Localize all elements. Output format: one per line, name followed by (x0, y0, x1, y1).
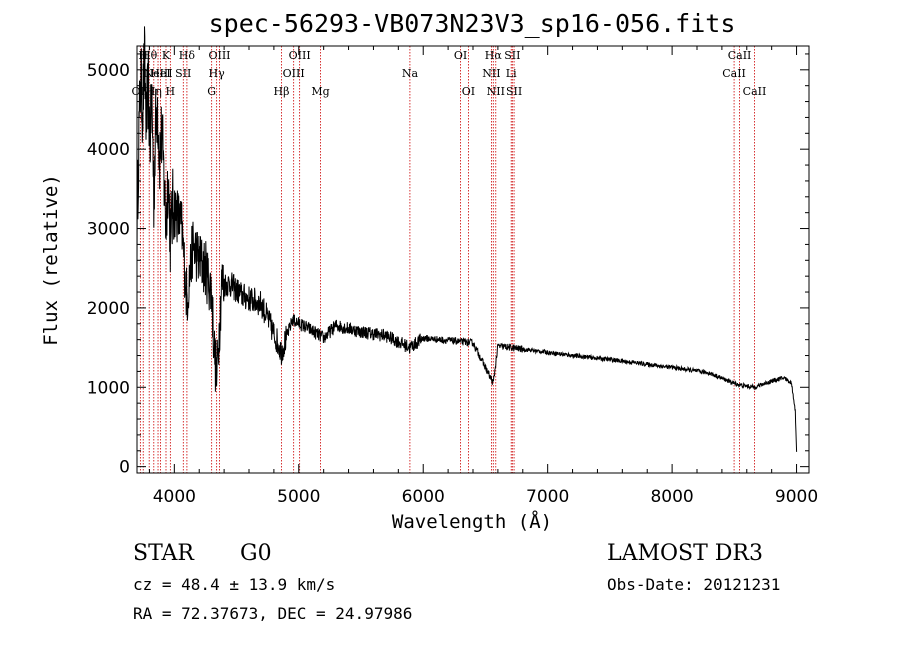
spectral-line-label: OI (462, 85, 475, 98)
spectral-line-label: Mg (311, 85, 329, 98)
x-axis-ticks: 4000 5000 6000 7000 8000 9000 (148, 46, 818, 507)
spectral-line-label: H (166, 85, 176, 98)
spectral-line-label: CaII (743, 85, 767, 98)
spectral-line-label: Hβ (274, 85, 290, 98)
spectral-line-labels: OIIHHθHηNeIIIHeIKHSIIHδGHγOIIIHβOIIIOIII… (132, 49, 767, 98)
spectral-line-label: NII (487, 85, 505, 98)
spectrum-line (136, 26, 798, 452)
chart-title: spec-56293-VB073N23V3_sp16-056.fits (209, 9, 736, 38)
spectral-line-label: NII (482, 67, 500, 80)
spectral-line-label: Hδ (179, 49, 196, 62)
plot-frame (136, 45, 810, 474)
spectral-line-label: SII (175, 67, 191, 80)
x-tick-label: 8000 (650, 487, 693, 507)
y-axis-label: Flux (relative) (40, 174, 62, 346)
spectrum-series (136, 26, 798, 452)
object-subclass: G0 (240, 541, 272, 566)
x-tick-label: 5000 (277, 487, 320, 507)
y-axis-ticks: 0 1000 2000 3000 4000 5000 (87, 53, 809, 478)
spectral-line-label: Li (506, 67, 517, 80)
spectral-line-label: NeIII (143, 67, 172, 80)
spectral-line-label: H (138, 49, 148, 62)
spectral-lines (139, 46, 755, 473)
spectral-line-label: SII (506, 85, 522, 98)
spectral-line-label: CaII (728, 49, 752, 62)
spectral-line-label: CaII (722, 67, 746, 80)
spectral-line-label: OIII (208, 49, 230, 62)
spectral-line-label: G (207, 85, 216, 98)
spectral-line-label: SII (504, 49, 520, 62)
spectral-line-label: OIII (283, 67, 305, 80)
spectral-line-label: OIII (289, 49, 311, 62)
x-tick-label: 4000 (153, 487, 196, 507)
y-tick-label: 5000 (87, 61, 130, 81)
x-tick-label: 7000 (526, 487, 569, 507)
spectral-line-label: Hγ (209, 67, 226, 80)
object-class: STAR (133, 541, 195, 566)
y-tick-label: 0 (119, 458, 130, 478)
y-tick-label: 2000 (87, 299, 130, 319)
y-tick-label: 1000 (87, 378, 130, 398)
coordinates: RA = 72.37673, DEC = 24.97986 (133, 604, 412, 623)
spectral-line-label: Hη (146, 85, 162, 98)
spectral-line-label: OI (454, 49, 467, 62)
observation-date: Obs-Date: 20121231 (607, 575, 780, 594)
y-tick-label: 3000 (87, 220, 130, 240)
y-tick-label: 4000 (87, 140, 130, 160)
spectral-line-label: Hα (485, 49, 503, 62)
spectral-line-label: HeI (150, 67, 170, 80)
spectral-line-label: K (162, 49, 171, 62)
x-tick-label: 9000 (775, 487, 818, 507)
survey-name: LAMOST DR3 (607, 541, 763, 566)
x-axis-label: Wavelength (Å) (392, 510, 552, 533)
redshift-info: cz = 48.4 ± 13.9 km/s (133, 575, 335, 594)
x-tick-label: 6000 (402, 487, 445, 507)
spectral-line-label: Na (402, 67, 419, 80)
